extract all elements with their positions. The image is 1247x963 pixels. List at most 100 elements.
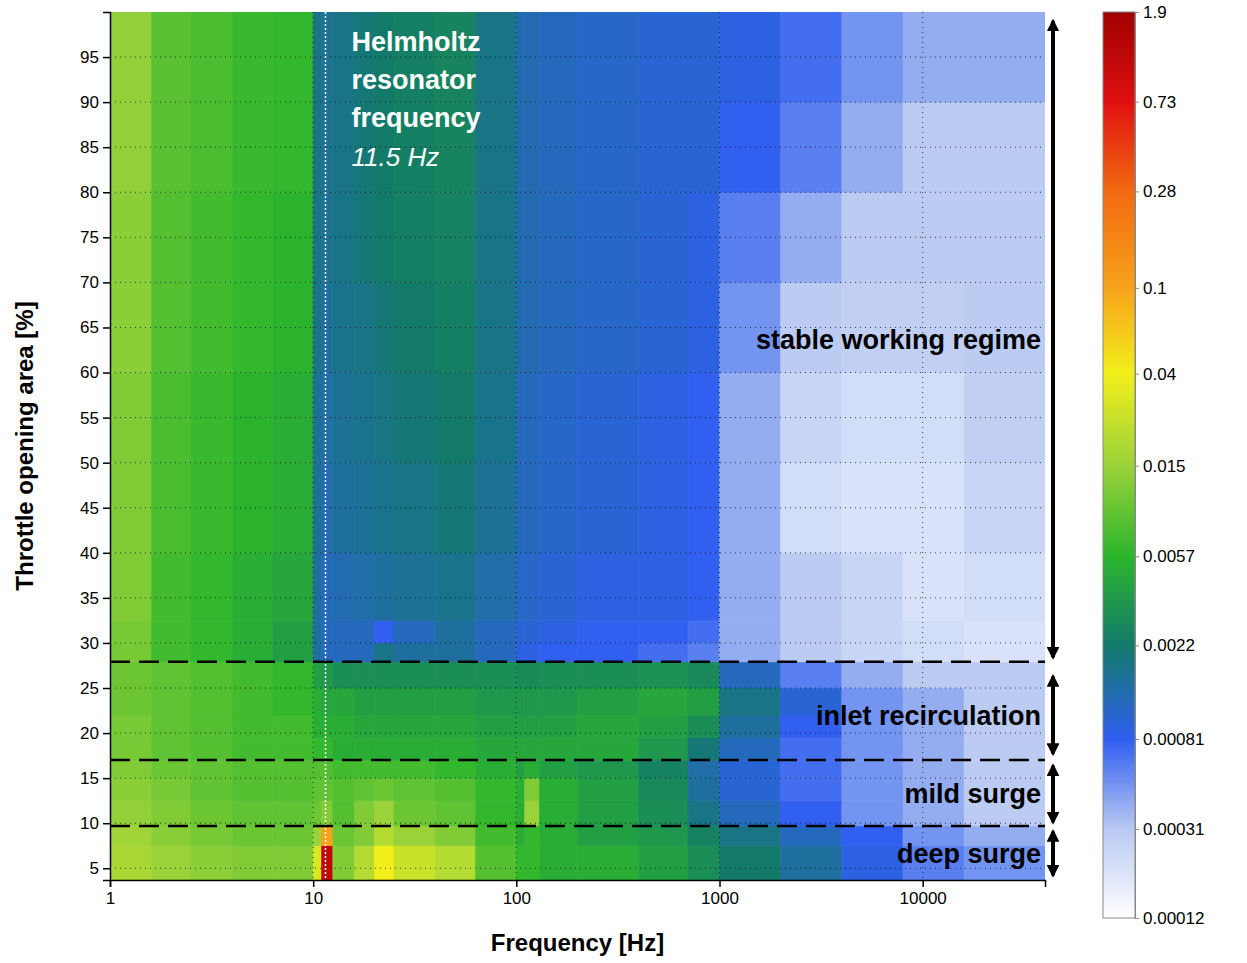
tick-label: 5 [90, 859, 99, 878]
cell [232, 801, 272, 826]
tick-label: 1 [106, 889, 115, 908]
tick: 90 [80, 93, 110, 112]
tick-label: 90 [80, 93, 99, 112]
cell [322, 846, 333, 880]
cell [272, 373, 313, 463]
cell [272, 760, 313, 778]
tick-label: 25 [80, 679, 99, 698]
cell [272, 846, 313, 880]
regime-arrow [1051, 832, 1055, 876]
tick-label: 0.73 [1143, 93, 1176, 112]
cell [578, 846, 639, 880]
cell [333, 662, 355, 688]
cell [539, 643, 577, 662]
cell [688, 662, 719, 688]
cell [151, 778, 190, 801]
cell [578, 102, 639, 192]
tick-mark [103, 553, 110, 555]
cell [333, 760, 355, 778]
grid-line [110, 192, 1045, 193]
cell [903, 373, 964, 463]
grid-line [110, 733, 1045, 734]
cell [322, 620, 333, 643]
tick-mark [103, 192, 110, 194]
cell [720, 778, 781, 801]
cell [476, 801, 517, 826]
regime-arrow [1051, 21, 1055, 657]
cell [525, 620, 540, 643]
cell [355, 620, 375, 643]
cell [191, 738, 232, 761]
cell [232, 738, 272, 761]
cell [333, 688, 355, 715]
cell [232, 826, 272, 846]
cell [110, 620, 151, 643]
tick-label: 0.00031 [1143, 820, 1204, 839]
tick: 65 [80, 318, 110, 337]
cell [151, 463, 190, 553]
cell [639, 688, 688, 715]
cell [313, 760, 321, 778]
cell [688, 192, 719, 282]
regime-boundary [110, 825, 1045, 828]
tick: 1.9 [1135, 3, 1167, 22]
tick: 40 [80, 544, 110, 563]
cell [476, 846, 517, 880]
cell [720, 801, 781, 826]
tick-mark [1135, 918, 1139, 919]
cell [394, 738, 435, 761]
cell [842, 778, 903, 801]
cell [191, 282, 232, 372]
cell [272, 662, 313, 688]
cell [272, 826, 313, 846]
cell [333, 373, 355, 463]
tick: 0.73 [1135, 93, 1176, 112]
grid-line [110, 597, 1045, 598]
grid-line [110, 57, 1045, 58]
cell [539, 738, 577, 761]
cell [688, 620, 719, 643]
cell [903, 662, 964, 688]
cell [322, 662, 333, 688]
cell [476, 620, 517, 643]
cell [355, 778, 375, 801]
colorbar-axis: 0.000120.000310.000810.00220.00570.0150.… [1135, 3, 1204, 928]
tick-mark [103, 462, 110, 464]
cell [272, 715, 313, 738]
tick-mark [103, 507, 110, 509]
cell [355, 826, 375, 846]
cell [539, 688, 577, 715]
tick-label: 100 [503, 889, 531, 908]
tick-mark [103, 868, 110, 870]
cell [435, 738, 475, 761]
regime-label: mild surge [904, 779, 1041, 809]
tick-label: 0.1 [1143, 279, 1167, 298]
cell [232, 620, 272, 643]
cell [516, 620, 524, 643]
cell [688, 282, 719, 372]
cell [476, 715, 517, 738]
cell [435, 846, 475, 880]
cell [394, 620, 435, 643]
tick: 0.0057 [1135, 547, 1195, 566]
tick-label: 0.28 [1143, 182, 1176, 201]
cell [191, 373, 232, 463]
cell [720, 662, 781, 688]
cell [272, 12, 313, 102]
cell [374, 715, 394, 738]
cell [639, 738, 688, 761]
cell [476, 662, 517, 688]
cell [688, 846, 719, 880]
tick-label: 55 [80, 409, 99, 428]
cell [781, 12, 842, 102]
cell [435, 760, 475, 778]
cell [525, 553, 540, 621]
cell [525, 662, 540, 688]
cell [516, 688, 524, 715]
tick-label: 10000 [900, 889, 947, 908]
cell [781, 620, 842, 643]
grid-line [110, 147, 1045, 148]
cell [355, 760, 375, 778]
cell [842, 760, 903, 778]
cell [720, 760, 781, 778]
